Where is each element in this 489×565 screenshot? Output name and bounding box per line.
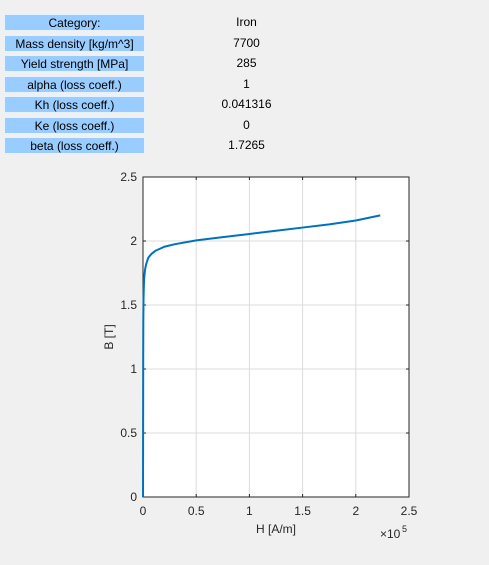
property-row: Kh (loss coeff.) 0.041316 — [4, 96, 324, 113]
property-value: 7700 — [233, 35, 260, 50]
y-tick-label: 1.5 — [120, 298, 137, 312]
property-label: Yield strength [MPa] — [4, 55, 145, 72]
property-row: Category: Iron — [4, 14, 324, 31]
x-tick-label: 1 — [246, 504, 253, 518]
property-row: alpha (loss coeff.) 1 — [4, 75, 324, 93]
property-label: Kh (loss coeff.) — [4, 96, 145, 113]
property-row: Mass density [kg/m^3] 7700 — [4, 34, 324, 52]
x-tick-label: 2 — [352, 504, 359, 518]
property-label: beta (loss coeff.) — [4, 137, 145, 154]
y-axis-label: B [T] — [102, 324, 116, 349]
y-tick-label: 2 — [130, 234, 137, 248]
property-label: Category: — [4, 14, 145, 31]
property-label: Ke (loss coeff.) — [4, 116, 145, 134]
x-axis-label: H [A/m] — [256, 522, 296, 536]
property-value: 285 — [236, 56, 257, 70]
property-label: alpha (loss coeff.) — [4, 75, 145, 93]
x-exponent-power: 5 — [402, 524, 407, 534]
property-row: Ke (loss coeff.) 0 — [4, 116, 324, 134]
x-tick-label: 0.5 — [188, 504, 205, 518]
y-tick-label: 1 — [130, 362, 137, 376]
x-tick-label: 2.5 — [401, 504, 418, 518]
property-value: Iron — [236, 15, 257, 29]
x-tick-label: 1.5 — [294, 504, 311, 518]
y-tick-label: 0.5 — [120, 426, 137, 440]
property-value: 1.7265 — [228, 138, 265, 152]
y-tick-label: 0 — [130, 490, 137, 504]
property-value: 1 — [243, 76, 250, 91]
property-row: beta (loss coeff.) 1.7265 — [4, 137, 324, 154]
x-tick-label: 0 — [140, 504, 147, 518]
property-value: 0 — [243, 117, 250, 132]
bh-curve-line — [142, 214, 381, 498]
property-value: 0.041316 — [221, 97, 272, 111]
property-row: Yield strength [MPa] 285 — [4, 55, 324, 72]
plot-area — [143, 177, 409, 497]
property-label: Mass density [kg/m^3] — [4, 34, 145, 52]
y-tick-label: 2.5 — [120, 170, 137, 184]
properties-table: Category: Iron Mass density [kg/m^3] 7700 Yi… — [4, 14, 324, 158]
x-exponent-label: ×10 — [380, 527, 401, 541]
